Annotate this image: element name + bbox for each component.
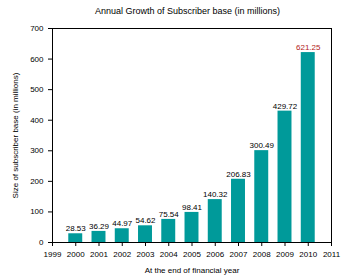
svg-text:2005: 2005 [183,250,201,259]
svg-text:2003: 2003 [137,250,155,259]
svg-text:At the end of financial year: At the end of financial year [145,266,240,275]
svg-text:300: 300 [30,146,44,155]
svg-text:500: 500 [30,85,44,94]
svg-text:2004: 2004 [160,250,178,259]
svg-text:2000: 2000 [67,250,85,259]
svg-text:54.62: 54.62 [135,216,156,225]
svg-text:2011: 2011 [323,250,341,259]
svg-text:0: 0 [39,238,44,247]
svg-text:1999: 1999 [44,250,62,259]
svg-text:2008: 2008 [253,250,271,259]
svg-text:140.32: 140.32 [203,190,228,199]
svg-text:28.53: 28.53 [66,224,87,233]
svg-text:300.49: 300.49 [250,141,275,150]
svg-text:429.72: 429.72 [273,102,298,111]
svg-text:400: 400 [30,116,44,125]
svg-text:2007: 2007 [230,250,248,259]
svg-text:621.25: 621.25 [296,43,321,52]
svg-text:600: 600 [30,55,44,64]
html-text:Annual Growth of Subscriber ba: Annual Growth of Subscriber base (in mil… [95,6,280,16]
svg-text:206.83: 206.83 [226,170,251,179]
svg-text:2006: 2006 [206,250,224,259]
svg-text:36.29: 36.29 [89,222,110,231]
svg-text:75.54: 75.54 [159,210,180,219]
svg-text:700: 700 [30,24,44,33]
svg-text:2001: 2001 [90,250,108,259]
svg-text:Size of subscriber base (in mi: Size of subscriber base (in millions) [11,72,20,198]
svg-text:98.41: 98.41 [182,203,203,212]
svg-text:44.97: 44.97 [112,219,133,228]
svg-text:100: 100 [30,207,44,216]
svg-text:200: 200 [30,177,44,186]
svg-text:2010: 2010 [299,250,317,259]
svg-text:2009: 2009 [276,250,294,259]
svg-text:2002: 2002 [113,250,131,259]
